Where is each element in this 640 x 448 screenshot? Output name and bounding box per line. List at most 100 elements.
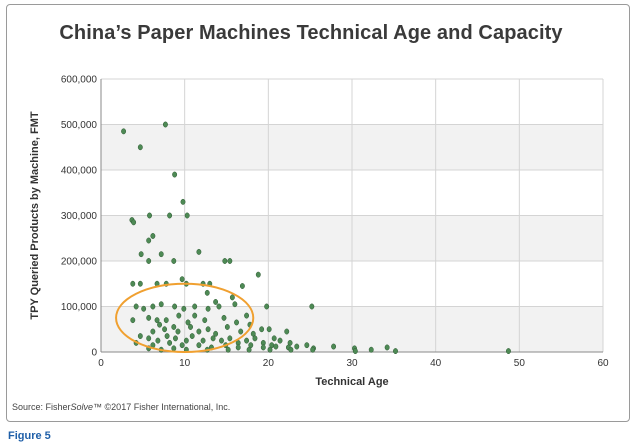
chart-title: China’s Paper Machines Technical Age and… [59,22,563,44]
data-point [196,342,202,349]
x-tick-label: 30 [346,358,358,369]
data-point [150,303,156,310]
y-tick-label: 600,000 [61,75,98,86]
data-point [213,330,219,337]
data-point [138,251,144,258]
data-point [192,312,198,319]
data-point [146,314,152,321]
data-point [162,121,168,128]
data-point [130,317,136,324]
data-point [192,303,198,310]
data-point [163,317,169,324]
data-point [150,328,156,335]
data-point [137,333,143,340]
source-note: Source: FisherSolve™ ©2017 Fisher Intern… [12,402,230,412]
y-tick-label: 400,000 [61,166,98,177]
data-point [267,346,273,353]
data-point [204,289,210,296]
data-point [196,328,202,335]
data-point [176,312,182,319]
data-point [210,335,216,342]
data-point [238,328,244,335]
data-point [189,333,195,340]
data-point [158,251,164,258]
data-point [202,317,208,324]
data-point [184,212,190,219]
data-point [171,258,177,264]
data-point [150,233,156,239]
data-point [239,283,245,289]
data-point [352,348,358,355]
data-point [271,335,277,342]
y-tick-labels: 0 100,000 200,000 300,000 400,000 500,000 600,… [61,75,98,359]
data-point [180,198,186,205]
data-point [141,305,147,312]
data-point [224,324,230,330]
y-tick-label: 300,000 [61,211,98,222]
data-point [158,301,164,308]
data-point [172,303,178,310]
data-point [173,335,178,342]
x-tick-labels: 0 10 20 30 40 50 60 [98,358,609,369]
data-point [309,303,315,310]
data-point [229,294,235,301]
x-tick-label: 60 [597,358,609,369]
data-point [304,342,310,349]
source-product: Solve [70,402,94,412]
data-point [232,301,238,308]
x-tick-label: 50 [514,358,526,369]
data-point [252,335,258,342]
data-point [219,337,224,344]
data-point [183,337,189,344]
data-point [172,171,178,178]
data-point [146,237,152,244]
data-point [294,343,300,350]
data-point [246,346,252,353]
data-point [185,319,191,326]
data-point [506,348,511,355]
data-point [171,345,177,352]
data-point [368,346,374,353]
data-point [221,314,227,321]
data-point [147,212,152,219]
data-point [130,280,136,287]
data-point [155,337,161,344]
data-point [196,248,202,255]
x-tick-label: 0 [98,358,104,369]
y-tick-label: 500,000 [61,120,98,131]
x-axis-label: Technical Age [315,376,388,388]
data-point [255,271,261,278]
data-point [188,324,193,330]
data-point [227,335,233,342]
data-point [167,212,173,219]
data-point [162,326,168,333]
data-point [264,303,270,310]
data-point [284,328,290,335]
highlight-ellipse [115,282,255,353]
data-point [131,219,137,226]
data-point [222,258,228,264]
data-point [225,346,231,353]
data-point [393,348,398,355]
x-tick-label: 10 [179,358,191,369]
y-tick-label: 200,000 [61,257,98,268]
data-point [121,128,127,135]
data-point [216,303,222,310]
data-point [213,299,219,305]
data-point [179,342,185,349]
data-point [205,326,211,333]
data-point [137,280,143,287]
data-point [244,337,250,344]
data-point [384,344,390,351]
x-tick-label: 20 [263,358,275,369]
data-points [121,121,511,355]
data-point [310,346,316,353]
data-point [154,317,160,324]
data-point [146,258,152,264]
data-point [181,305,187,312]
data-point [133,303,139,310]
data-point [235,344,241,351]
data-point [260,344,266,351]
data-point [205,305,211,312]
data-point [277,337,283,344]
